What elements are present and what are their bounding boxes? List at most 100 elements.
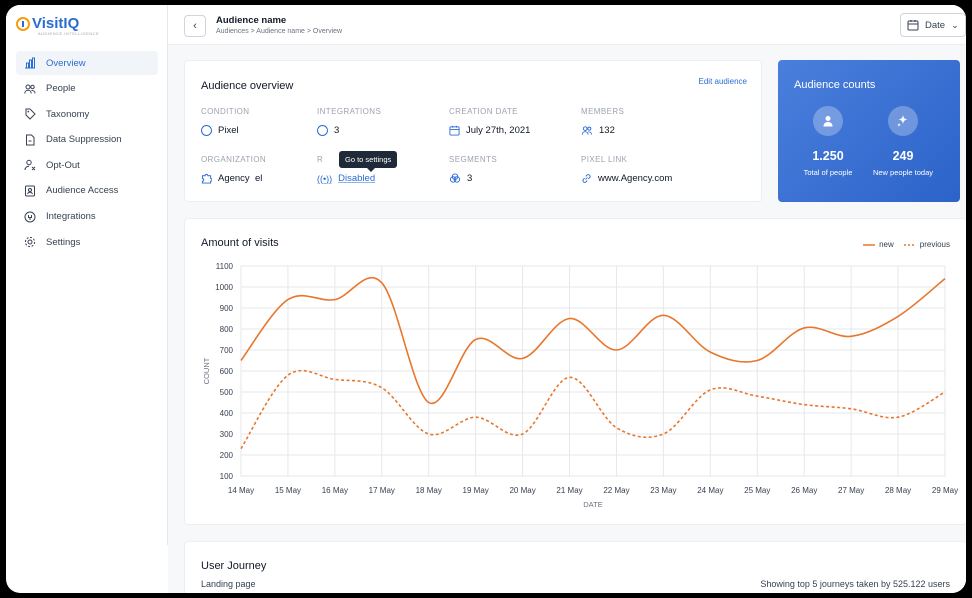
app-window: VisitIQ AUDIENCE INTELLIGENCE Overview P…	[6, 5, 966, 593]
x-tick-label: 24 May	[697, 486, 723, 495]
x-axis-label: DATE	[583, 500, 602, 509]
sidebar-item-label: Data Suppression	[46, 134, 122, 146]
tag-icon	[25, 108, 36, 120]
x-tick-label: 29 May	[932, 486, 958, 495]
x-tick-label: 26 May	[791, 486, 817, 495]
sidebar-item-integrations[interactable]: Integrations	[16, 205, 158, 229]
y-tick-label: 400	[220, 409, 234, 418]
card-title: User Journey	[201, 560, 267, 572]
field-label: CREATION DATE	[449, 107, 518, 116]
sidebar-item-label: Opt-Out	[46, 159, 80, 171]
field-r: R ((•)) Disabled	[317, 155, 437, 184]
chart-legend: new previous	[863, 240, 950, 249]
journey-subtitle: Landing page	[201, 579, 256, 589]
series-line-previous	[240, 369, 946, 450]
field-value: Agency el	[201, 173, 321, 184]
field-value: Pixel	[201, 125, 321, 136]
sidebar-item-label: Overview	[46, 57, 86, 69]
new-people-count: 249	[892, 149, 914, 163]
field-value: 3	[449, 173, 569, 184]
sidebar-item-opt-out[interactable]: Opt-Out	[16, 153, 158, 177]
sidebar-item-taxonomy[interactable]: Taxonomy	[16, 102, 158, 126]
sidebar-item-audience-access[interactable]: Audience Access	[16, 179, 158, 203]
field-label: INTEGRATIONS	[317, 107, 382, 116]
people-icon	[24, 84, 36, 94]
sidebar-item-overview[interactable]: Overview	[16, 51, 158, 75]
brand-tagline: AUDIENCE INTELLIGENCE	[38, 31, 100, 36]
segments-icon	[449, 173, 461, 183]
total-people-count: 1.250	[812, 149, 844, 163]
pixel-link-value: www.Agency.com	[598, 173, 673, 184]
bar-chart-icon	[25, 57, 35, 69]
logo[interactable]: VisitIQ AUDIENCE INTELLIGENCE	[16, 15, 99, 36]
back-button[interactable]: ‹	[184, 15, 206, 37]
plug-icon	[317, 125, 328, 136]
file-icon	[26, 134, 35, 146]
sidebar-item-data-suppression[interactable]: Data Suppression	[16, 128, 158, 152]
field-label: ORGANIZATION	[201, 155, 267, 164]
field-condition: CONDITION Pixel	[201, 107, 321, 136]
segments-value: 3	[467, 173, 473, 184]
plot-area	[240, 265, 946, 477]
radio-signal-icon: ((•))	[317, 173, 333, 184]
integrations-value: 3	[334, 125, 340, 136]
field-members: MEMBERS 132	[581, 107, 701, 136]
series-line-new	[240, 276, 946, 405]
legend-item-new[interactable]: new	[863, 240, 894, 249]
puzzle-icon	[201, 173, 212, 184]
legend-item-previous[interactable]: previous	[903, 240, 950, 249]
audience-overview-card: Audience overview Edit audience CONDITIO…	[184, 60, 762, 202]
date-label: Date	[925, 19, 946, 31]
x-tick-label: 23 May	[650, 486, 676, 495]
id-card-icon	[25, 185, 35, 197]
field-creation-date: CREATION DATE July 27th, 2021	[449, 107, 569, 136]
field-value: July 27th, 2021	[449, 125, 569, 136]
legend-label: new	[879, 240, 894, 249]
user-icon	[813, 106, 843, 136]
page-title: Audience name	[216, 15, 287, 26]
y-tick-label: 1000	[215, 283, 233, 292]
gear-icon	[24, 237, 36, 248]
x-tick-label: 28 May	[885, 486, 911, 495]
x-tick-label: 21 May	[556, 486, 582, 495]
edit-audience-link[interactable]: Edit audience	[698, 77, 747, 86]
date-dropdown[interactable]: Date ⌄	[900, 13, 966, 37]
sidebar-item-label: People	[46, 83, 76, 95]
y-tick-label: 1100	[216, 262, 234, 271]
tooltip: Go to settings	[339, 151, 398, 172]
total-people-label: Total of people	[803, 168, 853, 177]
x-tick-label: 22 May	[603, 486, 629, 495]
people-icon	[581, 126, 593, 135]
card-title: Audience counts	[794, 79, 876, 91]
line-chart: 100 200 300 400 500 600 700 800 900 1000 1100 14 Ma…	[202, 262, 958, 509]
field-segments: SEGMENTS 3	[449, 155, 569, 184]
y-tick-label: 900	[220, 304, 234, 313]
y-tick-label: 600	[220, 367, 234, 376]
link-icon	[582, 174, 591, 183]
field-label: R	[317, 155, 324, 164]
disabled-link[interactable]: ((•)) Disabled	[317, 173, 437, 184]
chevron-down-icon: ⌄	[951, 19, 959, 30]
x-tick-label: 15 May	[275, 486, 301, 495]
user-journey-card: User Journey Landing page Showing top 5 …	[184, 541, 966, 593]
sidebar-item-label: Taxonomy	[46, 108, 90, 120]
sidebar-nav: Overview People Taxonomy Data Suppressio…	[16, 51, 158, 256]
breadcrumb: Audiences > Audience name > Overview	[216, 28, 343, 35]
main-content: ‹ Audience name Audiences > Audience nam…	[168, 5, 966, 593]
x-tick-label: 25 May	[744, 486, 770, 495]
condition-value: Pixel	[218, 125, 239, 136]
x-tick-label: 18 May	[416, 486, 442, 495]
x-tick-label: 27 May	[838, 486, 864, 495]
y-axis-label: COUNT	[202, 357, 211, 384]
x-tick-label: 20 May	[509, 486, 535, 495]
x-tick-label: 19 May	[463, 486, 489, 495]
chevron-left-icon: ‹	[193, 20, 197, 32]
user-x-icon	[24, 160, 36, 171]
sidebar-item-settings[interactable]: Settings	[16, 230, 158, 254]
creation-date-value: July 27th, 2021	[466, 125, 531, 136]
sidebar: VisitIQ AUDIENCE INTELLIGENCE Overview P…	[6, 5, 168, 545]
field-label: CONDITION	[201, 107, 250, 116]
sidebar-item-people[interactable]: People	[16, 77, 158, 101]
brand-name: VisitIQ	[32, 15, 80, 32]
legend-label: previous	[919, 240, 950, 249]
